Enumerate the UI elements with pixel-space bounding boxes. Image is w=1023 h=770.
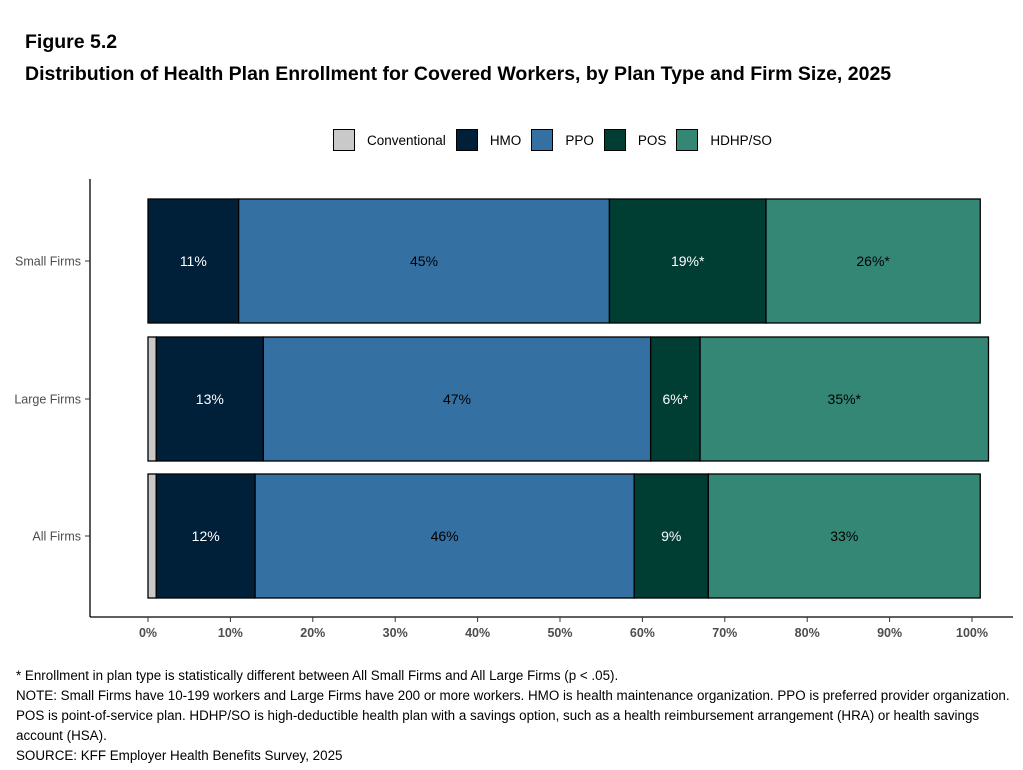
bar-segment [155,336,265,462]
bar-segment [237,198,611,324]
bar-segment [254,473,635,599]
x-tick-label: 10% [218,626,243,640]
data-label: 47% [443,391,471,407]
data-label: 19%* [671,253,705,269]
legend-swatch [531,129,554,151]
legend-item: HDHP/SO [676,129,772,151]
legend-label: HMO [489,132,522,148]
footnote-source: SOURCE: KFF Employer Health Benefits Sur… [16,748,343,763]
x-tick-label: 20% [300,626,325,640]
bar-segment [649,336,701,462]
x-tick-label: 0% [139,626,157,640]
legend-swatch [676,129,699,151]
bar-segment [633,473,709,599]
data-label: 11% [180,253,207,269]
data-label: 33% [830,528,858,544]
category-label: Small Firms [15,255,81,269]
footnote-note: NOTE: Small Firms have 10-199 workers an… [16,688,1010,743]
footnote-significance: * Enrollment in plan type is statistical… [16,668,619,683]
x-tick-label: 70% [712,626,737,640]
data-label: 9% [661,528,681,544]
legend-item: PPO [531,129,594,151]
legend-item: POS [603,129,667,151]
data-label: 46% [431,528,459,544]
legend-label: POS [637,132,667,148]
legend-label: Conventional [367,132,446,148]
category-label: All Firms [32,530,81,544]
bar-segment [699,336,990,462]
x-tick-label: 60% [630,626,655,640]
legend-swatch [603,129,626,151]
bar-segment [707,473,981,599]
legend-item: Conventional [333,129,446,151]
bar-segment [147,198,240,324]
data-label: 12% [192,528,220,544]
legend-label: PPO [565,132,594,148]
stacked-bar-chart: 0% 10% 20% 30% 40% 50% 60% 70% 80% 90% 100% Small F… [14,179,1013,640]
x-tick-label: 50% [547,626,572,640]
legend-item: HMO [455,129,522,151]
figure-label: Figure 5.2 [25,31,118,53]
x-tick-label: 100% [956,626,988,640]
legend-swatch [455,129,478,151]
bar-segment [765,198,981,324]
x-tick-label: 80% [795,626,820,640]
bar-segment [147,336,157,462]
chart-title: Distribution of Health Plan Enrollment f… [25,63,892,85]
data-label: 45% [410,253,438,269]
data-label: 13% [196,391,224,407]
x-tick-label: 90% [877,626,902,640]
category-label: Large Firms [14,393,81,407]
bar-segment [262,336,652,462]
bar-segment [155,473,256,599]
x-tick-label: 30% [383,626,408,640]
legend-label: HDHP/SO [710,132,772,148]
bar-segment [608,198,767,324]
data-label: 26%* [856,253,890,269]
legend-swatch [333,129,355,151]
chart-footnotes: * Enrollment in plan type is statistical… [16,666,1011,766]
data-label: 6%* [663,391,689,407]
data-label: 35%* [828,391,862,407]
chart-legend: Conventional HMO PPO POS HDHP/SO [333,127,782,153]
x-tick-label: 40% [465,626,490,640]
bar-segment [147,473,157,599]
